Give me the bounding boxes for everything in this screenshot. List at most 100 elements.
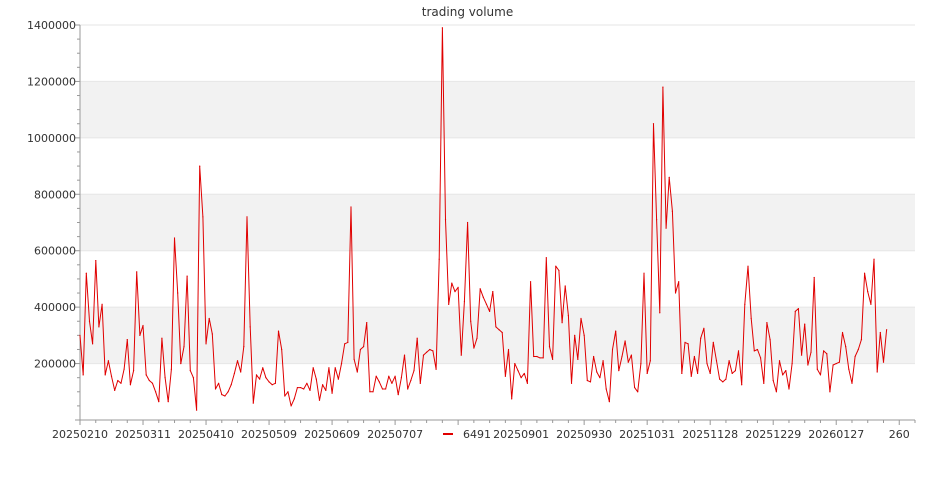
data-point (693, 355, 696, 358)
x-tick-label: 20250210 (52, 428, 108, 441)
data-point (715, 360, 718, 362)
data-point (665, 227, 667, 229)
data-point (545, 257, 547, 259)
data-point (444, 219, 447, 221)
data-point (259, 378, 261, 380)
data-point (378, 381, 380, 383)
grid-band (80, 307, 915, 364)
data-point (419, 382, 421, 384)
data-point (750, 317, 752, 320)
data-point (656, 219, 658, 221)
y-tick-labels: 200000 400000 600000 800000 1000000 1200000 14… (27, 19, 76, 371)
data-point (668, 176, 670, 178)
data-point (381, 388, 384, 390)
data-point (854, 355, 856, 358)
data-point (290, 405, 292, 407)
data-point (552, 358, 554, 360)
data-point (624, 340, 626, 342)
data-point (700, 337, 702, 339)
data-point (208, 317, 210, 320)
chart-title: trading volume (422, 5, 513, 19)
data-point (838, 361, 840, 363)
data-point (315, 378, 317, 380)
data-point (79, 334, 81, 336)
data-point (466, 221, 469, 224)
x-tick-label: 20251128 (682, 428, 738, 441)
legend-label: 6491 (463, 428, 491, 441)
data-point (214, 388, 217, 390)
data-point (388, 375, 390, 377)
data-point (574, 334, 576, 336)
data-point (170, 368, 172, 370)
data-point (413, 370, 415, 372)
data-point (126, 338, 128, 341)
data-point (233, 372, 235, 375)
data-point (879, 331, 881, 334)
data-point (681, 372, 683, 375)
data-point (227, 391, 229, 393)
data-point (183, 346, 185, 348)
data-point (832, 364, 834, 366)
data-point (403, 354, 406, 356)
y-tick-label: 200000 (34, 358, 76, 371)
data-point (356, 371, 358, 373)
data-point (366, 322, 368, 324)
y-tick-label: 1200000 (27, 75, 76, 88)
data-point (734, 370, 736, 372)
data-point (819, 374, 822, 376)
grid-band (80, 81, 915, 138)
data-point (570, 382, 573, 384)
data-point (492, 291, 494, 293)
data-point (501, 331, 503, 334)
data-point (637, 391, 639, 393)
data-point (782, 374, 784, 376)
data-point (139, 334, 141, 336)
data-point (851, 382, 853, 384)
data-point (334, 367, 336, 369)
data-point (627, 361, 629, 363)
data-point (397, 394, 399, 396)
data-point (517, 370, 519, 372)
data-point (350, 206, 352, 208)
data-point (249, 326, 251, 328)
data-point (104, 374, 106, 376)
data-point (514, 362, 516, 365)
data-point (328, 367, 330, 369)
data-point (703, 327, 705, 329)
data-point (353, 358, 355, 360)
y-tick-label: 600000 (34, 245, 76, 258)
data-point (696, 372, 699, 375)
data-point (548, 346, 551, 348)
data-point (246, 216, 248, 218)
data-point (605, 388, 607, 390)
grid-bands (80, 81, 915, 364)
data-point (485, 303, 488, 305)
data-point (95, 259, 97, 262)
data-point (882, 361, 885, 363)
data-point (293, 398, 295, 400)
data-point (287, 391, 289, 393)
data-point (788, 388, 790, 390)
data-point (621, 355, 623, 358)
data-point (151, 382, 154, 384)
grid-lines (80, 24, 915, 365)
grid-band (80, 194, 915, 251)
data-point (470, 320, 472, 322)
data-point (451, 282, 453, 284)
y-tick-label: 400000 (34, 301, 76, 314)
data-point (706, 362, 708, 365)
data-point (416, 337, 418, 339)
data-point (728, 360, 730, 362)
x-tick-label: 20250901 (493, 428, 549, 441)
data-point (268, 381, 270, 383)
data-point (362, 346, 365, 348)
data-point (602, 360, 604, 362)
data-point (599, 377, 601, 379)
data-point (577, 358, 579, 360)
data-point (120, 382, 122, 384)
data-point (435, 368, 437, 370)
data-point (448, 303, 450, 305)
data-point (148, 379, 150, 382)
data-point (630, 354, 633, 356)
